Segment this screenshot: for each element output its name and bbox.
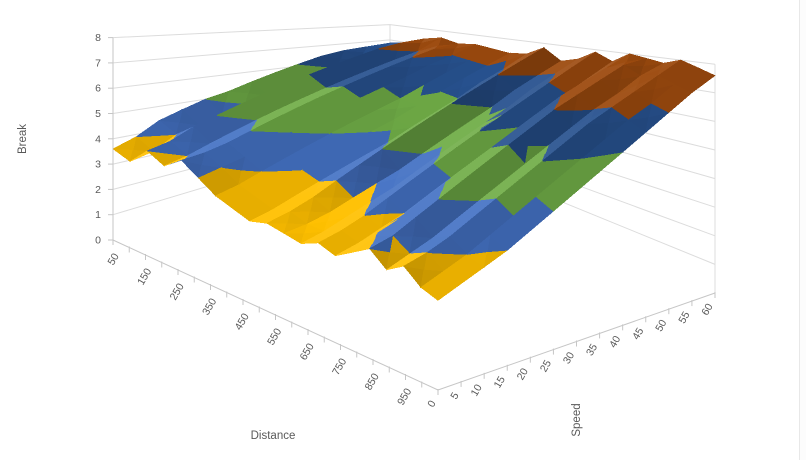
surface-mesh bbox=[111, 37, 716, 302]
value-tick-label: 1 bbox=[95, 209, 101, 221]
value-tick-label: 8 bbox=[95, 32, 101, 44]
right-edge-divider bbox=[799, 0, 800, 460]
distance-tick-label: 650 bbox=[298, 341, 317, 362]
speed-tick-label: 15 bbox=[492, 374, 508, 390]
speed-tick-label: 55 bbox=[676, 309, 692, 325]
distance-tick-label: 450 bbox=[233, 311, 252, 332]
value-tick-label: 2 bbox=[95, 184, 101, 196]
distance-tick-label: 50 bbox=[105, 251, 121, 267]
distance-tick-label: 750 bbox=[330, 356, 349, 377]
speed-tick-label: 10 bbox=[469, 382, 485, 398]
category-axis-title: Distance bbox=[250, 430, 296, 442]
speed-tick-label: 40 bbox=[607, 334, 623, 350]
distance-tick-label: 250 bbox=[168, 281, 187, 302]
speed-tick-label: 60 bbox=[699, 301, 715, 317]
value-tick-label: 7 bbox=[95, 57, 101, 69]
distance-tick-label: 150 bbox=[135, 266, 154, 287]
value-tick-label: 5 bbox=[95, 108, 101, 120]
value-tick-label: 4 bbox=[95, 133, 101, 145]
speed-tick-label: 25 bbox=[538, 358, 554, 374]
distance-tick-label: 850 bbox=[363, 371, 382, 392]
value-tick-label: 6 bbox=[95, 83, 101, 95]
distance-tick-label: 950 bbox=[395, 386, 414, 407]
speed-tick-label: 30 bbox=[561, 350, 577, 366]
speed-tick-label: 50 bbox=[653, 318, 669, 334]
distance-tick-label: 350 bbox=[200, 296, 219, 317]
value-axis-title: Break bbox=[17, 123, 29, 155]
window-edge-strip bbox=[800, 0, 806, 460]
series-axis-title: Speed bbox=[571, 403, 583, 437]
speed-tick-label: 35 bbox=[584, 342, 600, 358]
speed-tick-label: 0 bbox=[425, 398, 438, 409]
value-tick-label: 0 bbox=[95, 235, 101, 247]
speed-tick-label: 5 bbox=[448, 390, 461, 401]
value-tick-label: 3 bbox=[95, 159, 101, 171]
distance-tick-label: 550 bbox=[265, 326, 284, 347]
speed-tick-label: 20 bbox=[515, 366, 531, 382]
speed-tick-label: 45 bbox=[630, 326, 646, 342]
